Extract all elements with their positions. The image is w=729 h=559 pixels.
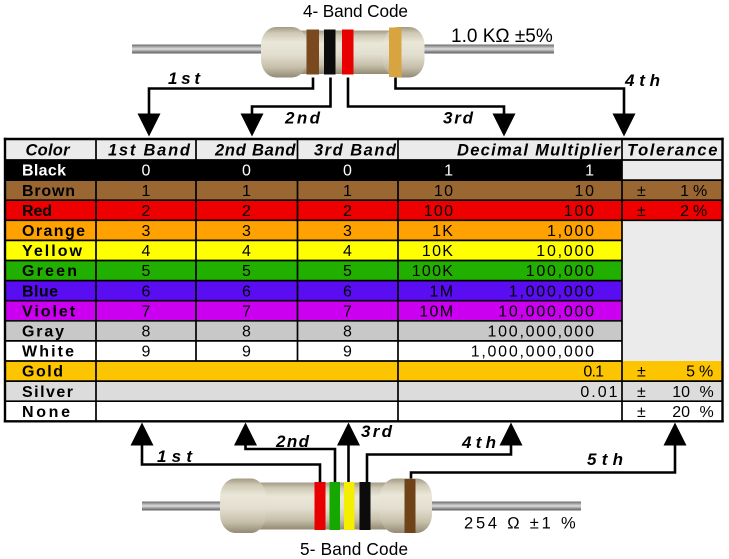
svg-text:Orange: Orange <box>22 223 86 240</box>
svg-text:Green: Green <box>22 263 79 280</box>
svg-text:Color: Color <box>26 142 72 160</box>
svg-text:±: ± <box>637 384 646 401</box>
svg-text:5th: 5th <box>587 450 628 469</box>
svg-text:100K: 100K <box>412 263 455 280</box>
svg-text:Silver: Silver <box>22 384 74 401</box>
svg-text:0: 0 <box>343 163 352 180</box>
svg-text:5: 5 <box>142 263 151 280</box>
svg-text:7: 7 <box>242 303 251 320</box>
svg-text:1st Band: 1st Band <box>108 142 192 160</box>
svg-text:5: 5 <box>343 263 352 280</box>
svg-text:4- Band Code: 4- Band Code <box>303 1 408 21</box>
svg-text:10K: 10K <box>422 243 454 260</box>
svg-text:1: 1 <box>343 183 352 200</box>
svg-text:3rd Band: 3rd Band <box>314 142 398 160</box>
svg-text:3rd: 3rd <box>361 422 394 441</box>
svg-text:3rd: 3rd <box>443 109 475 128</box>
svg-text:Gray: Gray <box>22 324 66 341</box>
svg-text:1: 1 <box>444 163 453 180</box>
svg-text:±: ± <box>637 183 646 200</box>
svg-text:1,000,000,000: 1,000,000,000 <box>471 344 596 361</box>
svg-text:8: 8 <box>142 324 151 341</box>
svg-text:20: 20 <box>672 404 690 421</box>
svg-text:5- Band Code: 5- Band Code <box>300 539 408 559</box>
svg-text:2: 2 <box>343 203 352 220</box>
svg-text:3: 3 <box>343 223 352 240</box>
svg-text:1K: 1K <box>432 223 454 240</box>
svg-text:Red: Red <box>22 203 52 220</box>
svg-text:1: 1 <box>585 163 594 180</box>
svg-text:±: ± <box>637 364 646 381</box>
svg-text:1,000: 1,000 <box>547 223 596 240</box>
svg-text:0.1: 0.1 <box>583 364 604 381</box>
svg-text:10: 10 <box>672 384 690 401</box>
svg-text:1st: 1st <box>157 447 197 466</box>
svg-text:%: % <box>700 384 714 401</box>
svg-text:1.0 KΩ ±5%: 1.0 KΩ ±5% <box>451 26 553 47</box>
svg-text:Gold: Gold <box>22 364 65 381</box>
svg-text:%: % <box>699 364 713 381</box>
svg-text:Blue: Blue <box>22 283 58 300</box>
svg-text:6: 6 <box>142 283 151 300</box>
svg-text:1: 1 <box>142 183 151 200</box>
svg-text:2: 2 <box>680 203 689 220</box>
svg-text:%: % <box>700 404 714 421</box>
svg-text:1st: 1st <box>168 69 204 88</box>
svg-text:±: ± <box>637 404 646 421</box>
svg-text:Yellow: Yellow <box>22 243 84 260</box>
svg-text:3: 3 <box>242 223 251 240</box>
svg-text:Brown: Brown <box>22 183 76 200</box>
svg-text:100,000: 100,000 <box>526 263 596 280</box>
svg-text:9: 9 <box>242 344 251 361</box>
svg-text:0.01: 0.01 <box>580 384 619 401</box>
svg-text:7: 7 <box>142 303 151 320</box>
svg-text:6: 6 <box>343 283 352 300</box>
svg-text:7: 7 <box>343 303 352 320</box>
svg-text:2nd Band: 2nd Band <box>214 142 296 160</box>
svg-text:%: % <box>693 183 707 200</box>
svg-text:%: % <box>693 203 707 220</box>
svg-text:1: 1 <box>242 183 251 200</box>
svg-text:254 Ω ±1 %: 254 Ω ±1 % <box>464 515 578 533</box>
svg-text:1,000,000: 1,000,000 <box>509 283 596 300</box>
svg-text:2nd: 2nd <box>284 109 322 128</box>
svg-text:1M: 1M <box>430 283 455 300</box>
svg-text:Decimal Multiplier: Decimal Multiplier <box>457 142 622 160</box>
svg-text:100: 100 <box>424 203 455 220</box>
svg-text:5: 5 <box>242 263 251 280</box>
svg-text:8: 8 <box>343 324 352 341</box>
svg-text:100,000,000: 100,000,000 <box>488 324 596 341</box>
svg-text:4: 4 <box>242 243 251 260</box>
svg-text:2: 2 <box>242 203 251 220</box>
svg-text:100: 100 <box>564 203 596 220</box>
svg-text:2nd: 2nd <box>275 432 310 451</box>
svg-text:4: 4 <box>142 243 151 260</box>
svg-text:10,000: 10,000 <box>536 243 595 260</box>
svg-text:4th: 4th <box>461 433 500 452</box>
svg-text:4: 4 <box>343 243 352 260</box>
svg-text:8: 8 <box>242 324 251 341</box>
svg-text:2: 2 <box>142 203 151 220</box>
svg-text:10M: 10M <box>419 303 454 320</box>
svg-text:0: 0 <box>142 163 151 180</box>
svg-text:Black: Black <box>22 163 66 180</box>
svg-text:4th: 4th <box>624 71 665 90</box>
svg-text:10,000,000: 10,000,000 <box>498 303 596 320</box>
svg-text:3: 3 <box>142 223 151 240</box>
svg-text:6: 6 <box>242 283 251 300</box>
svg-text:0: 0 <box>242 163 251 180</box>
svg-text:1: 1 <box>680 183 689 200</box>
svg-text:±: ± <box>637 203 646 220</box>
svg-text:9: 9 <box>142 344 151 361</box>
svg-text:None: None <box>22 404 73 421</box>
svg-text:Tolerance: Tolerance <box>627 142 719 160</box>
svg-text:10: 10 <box>575 183 596 200</box>
svg-text:Violet: Violet <box>22 303 77 320</box>
svg-text:9: 9 <box>343 344 352 361</box>
svg-text:5: 5 <box>686 364 695 381</box>
svg-text:White: White <box>22 344 76 361</box>
svg-text:10: 10 <box>434 183 454 200</box>
